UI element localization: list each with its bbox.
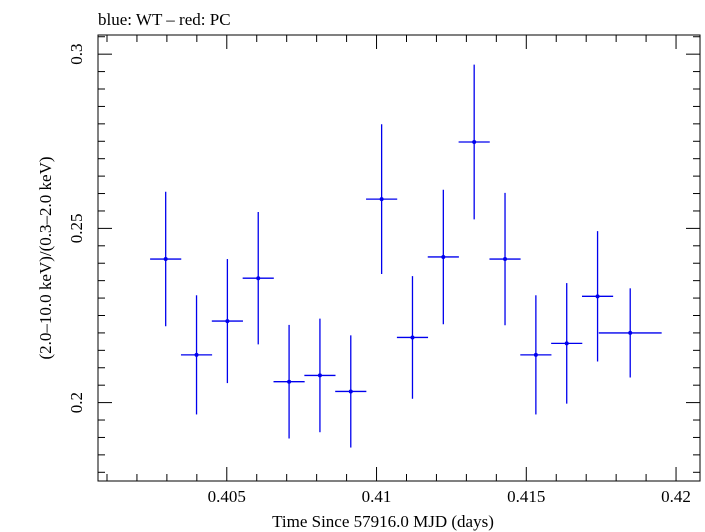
chart-title: blue: WT – red: PC bbox=[98, 10, 231, 29]
x-tick-label: 0.42 bbox=[661, 487, 691, 506]
data-point-group bbox=[273, 324, 305, 439]
y-axis: 0.2 0.25 0.3 bbox=[67, 36, 700, 473]
data-point-group bbox=[396, 276, 429, 399]
data-point bbox=[503, 257, 508, 262]
data-point bbox=[564, 341, 569, 346]
data-point-group bbox=[520, 295, 552, 415]
data-point bbox=[533, 352, 538, 357]
data-point-group bbox=[427, 189, 459, 325]
y-tick-label: 0.3 bbox=[67, 44, 86, 65]
data-point bbox=[472, 139, 477, 144]
data-point bbox=[410, 335, 415, 340]
data-point-group bbox=[489, 192, 521, 326]
data-point bbox=[379, 197, 384, 202]
data-point bbox=[225, 319, 230, 324]
data-point-group bbox=[581, 231, 614, 362]
data-point bbox=[595, 294, 600, 299]
y-tick-label: 0.2 bbox=[67, 392, 86, 413]
x-tick-label: 0.405 bbox=[208, 487, 246, 506]
data-point-group bbox=[551, 283, 583, 404]
data-point bbox=[287, 379, 292, 384]
data-point bbox=[317, 373, 322, 378]
x-axis: 0.405 0.41 0.415 0.42 bbox=[106, 35, 691, 506]
x-axis-label: Time Since 57916.0 MJD (days) bbox=[272, 512, 494, 531]
data-series bbox=[150, 64, 662, 448]
data-point bbox=[163, 257, 168, 262]
data-point-group bbox=[335, 335, 367, 448]
data-point-group bbox=[598, 288, 662, 378]
data-point bbox=[256, 276, 261, 281]
y-tick-label: 0.25 bbox=[67, 214, 86, 244]
data-point bbox=[628, 330, 633, 335]
x-tick-label: 0.415 bbox=[507, 487, 545, 506]
data-point-group bbox=[180, 295, 213, 415]
data-point-group bbox=[150, 191, 182, 327]
data-point-group bbox=[211, 259, 243, 384]
data-point-group bbox=[366, 124, 398, 275]
data-point bbox=[348, 389, 353, 394]
x-tick-label: 0.41 bbox=[362, 487, 392, 506]
data-point-group bbox=[304, 318, 336, 433]
y-axis-label: (2.0–10.0 keV)/(0.3–2.0 keV) bbox=[36, 156, 55, 359]
data-point bbox=[441, 254, 446, 259]
plot-frame bbox=[97, 34, 701, 482]
data-point bbox=[194, 352, 199, 357]
data-point-group bbox=[458, 64, 490, 220]
data-point-group bbox=[242, 212, 274, 345]
